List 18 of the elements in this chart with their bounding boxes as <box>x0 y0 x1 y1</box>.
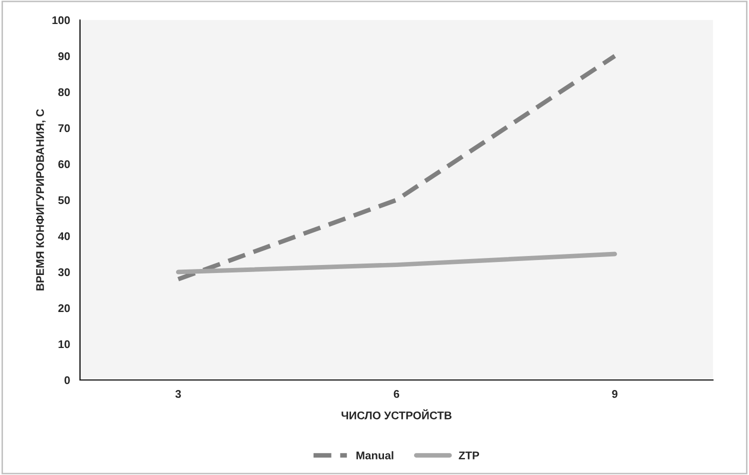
x-tick-label: 3 <box>175 390 181 398</box>
x-tick-label: 9 <box>612 390 618 398</box>
legend-label: Manual <box>356 451 394 460</box>
y-tick-label: 30 <box>58 268 70 276</box>
y-tick-label: 90 <box>58 52 70 60</box>
y-tick-label: 50 <box>58 196 70 204</box>
y-tick-label: 10 <box>58 340 70 348</box>
y-tick-label: 100 <box>52 16 70 24</box>
y-tick-label: 80 <box>58 88 70 96</box>
x-tick-label: 6 <box>394 390 400 398</box>
x-axis-title: ЧИСЛО УСТРОЙСТВ <box>342 409 452 420</box>
y-tick-label: 0 <box>64 376 70 384</box>
y-tick-label: 20 <box>58 304 70 312</box>
y-tick-label: 40 <box>58 232 70 240</box>
y-tick-label: 70 <box>58 124 70 132</box>
y-tick-label: 60 <box>58 160 70 168</box>
y-axis-title: ВРЕМЯ КОНФИГУРИРОВАНИЯ, С <box>36 109 46 290</box>
legend-label: ZTP <box>458 452 480 460</box>
